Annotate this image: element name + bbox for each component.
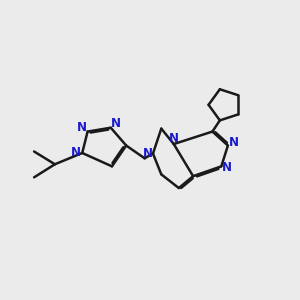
- Text: N: N: [222, 161, 232, 174]
- Text: N: N: [71, 146, 81, 160]
- Text: N: N: [142, 147, 153, 160]
- Text: N: N: [229, 136, 239, 149]
- Text: N: N: [111, 117, 121, 130]
- Text: N: N: [77, 121, 87, 134]
- Text: N: N: [169, 132, 179, 145]
